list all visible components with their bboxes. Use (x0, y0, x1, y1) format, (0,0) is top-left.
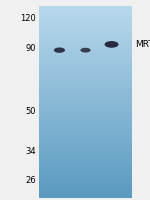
Ellipse shape (105, 41, 119, 48)
Text: 34: 34 (25, 147, 36, 156)
Text: 90: 90 (26, 44, 36, 53)
Text: 50: 50 (26, 107, 36, 116)
Text: 26: 26 (25, 176, 36, 185)
Ellipse shape (54, 47, 65, 53)
Text: MRTF-A: MRTF-A (135, 40, 150, 49)
Ellipse shape (80, 48, 91, 53)
Text: 120: 120 (20, 14, 36, 23)
